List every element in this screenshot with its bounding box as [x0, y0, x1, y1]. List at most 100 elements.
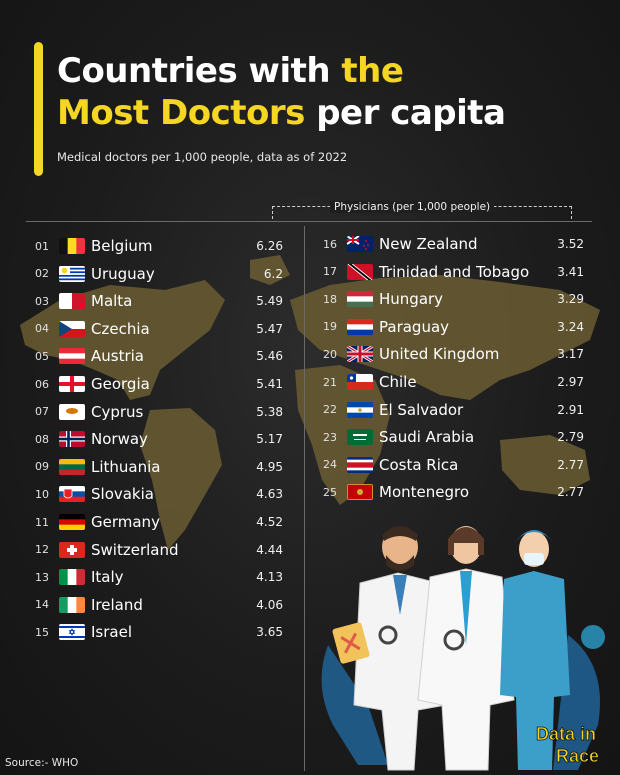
- rank-number: 20: [323, 347, 337, 361]
- country-name: Costa Rica: [379, 455, 459, 474]
- physicians-value: 3.29: [557, 292, 584, 307]
- physicians-value: 5.41: [256, 377, 283, 391]
- table-row: 14 Ireland: [35, 594, 143, 616]
- country-name: Ireland: [91, 595, 143, 614]
- source-note: Source:- WHO: [5, 757, 79, 769]
- page-title: Countries with the Most Doctors per capi…: [57, 51, 506, 133]
- country-name: Belgium: [91, 237, 153, 255]
- israel-flag-icon: [59, 624, 85, 641]
- column-label: Physicians (per 1,000 people): [330, 201, 495, 213]
- table-row: 09 Lithuania: [35, 456, 160, 478]
- country-name: United Kingdom: [379, 345, 500, 364]
- rank-number: 10: [35, 487, 49, 501]
- physicians-value: 6.2: [263, 266, 283, 281]
- physicians-value: 3.41: [557, 264, 584, 279]
- rank-number: 18: [323, 292, 337, 306]
- country-name: Germany: [91, 513, 160, 531]
- country-name: Cyprus: [91, 402, 144, 421]
- austria-flag-icon: [59, 348, 85, 365]
- physicians-value: 5.38: [256, 404, 283, 419]
- table-row: 19 Paraguay: [323, 316, 449, 338]
- title-accent-bar: [34, 42, 43, 176]
- country-name: Saudi Arabia: [379, 428, 475, 447]
- physicians-value: 2.77: [557, 457, 584, 472]
- montenegro-flag-icon: [347, 484, 373, 501]
- norway-flag-icon: [59, 431, 85, 448]
- svg-text:Data in: Data in: [536, 724, 596, 744]
- belgium-flag-icon: [59, 238, 85, 254]
- doctors-illustration: [321, 526, 605, 771]
- table-row: 04 Czechia: [35, 318, 150, 340]
- rank-number: 14: [35, 598, 49, 612]
- italy-flag-icon: [59, 569, 85, 586]
- physicians-value: 5.17: [256, 432, 283, 447]
- czechia-flag-icon: [59, 320, 85, 337]
- chile-flag-icon: [347, 374, 373, 390]
- table-row: 17 Trinidad and Tobago: [323, 261, 529, 283]
- rank-number: 01: [35, 239, 49, 253]
- uruguay-flag-icon: [59, 265, 85, 282]
- country-name: Trinidad and Tobago: [379, 262, 530, 281]
- rank-number: 17: [323, 265, 337, 279]
- country-name: Czechia: [91, 319, 150, 338]
- rank-number: 02: [35, 267, 49, 281]
- rank-number: 11: [35, 515, 49, 529]
- rank-number: 03: [35, 294, 49, 308]
- table-row: 15 Israel: [35, 621, 132, 643]
- physicians-value: 4.63: [256, 487, 283, 502]
- table-row: 02 Uruguay: [35, 263, 155, 285]
- physicians-value: 4.44: [256, 542, 283, 557]
- physicians-value: 6.26: [256, 239, 283, 253]
- country-name: Chile: [379, 373, 417, 391]
- lithuania-flag-icon: [59, 458, 85, 475]
- table-row: 13 Italy: [35, 566, 124, 588]
- table-row: 22 El Salvador: [323, 399, 463, 421]
- physicians-value: 2.91: [557, 402, 584, 417]
- rank-number: 09: [35, 460, 49, 474]
- country-name: Israel: [91, 623, 132, 642]
- table-row: 16 New Zealand: [323, 233, 478, 255]
- country-name: Georgia: [91, 375, 150, 393]
- rank-number: 12: [35, 543, 49, 557]
- rank-number: 13: [35, 570, 49, 584]
- table-row: 11 Germany: [35, 511, 160, 533]
- physicians-value: 4.13: [256, 570, 283, 585]
- georgia-flag-icon: [59, 376, 85, 392]
- rank-number: 07: [35, 405, 49, 419]
- table-row: 24 Costa Rica: [323, 454, 458, 476]
- rank-number: 21: [323, 375, 337, 389]
- table-row: 23 Saudi Arabia: [323, 426, 474, 448]
- table-row: 01 Belgium: [35, 235, 153, 257]
- new-zealand-flag-icon: [347, 236, 373, 252]
- country-name: New Zealand: [379, 235, 478, 253]
- physicians-value: 4.06: [256, 597, 283, 612]
- trinidad-and-tobago-flag-icon: [347, 263, 373, 280]
- country-name: Norway: [91, 430, 148, 449]
- physicians-value: 3.24: [557, 319, 584, 334]
- rank-number: 08: [35, 432, 49, 446]
- country-name: El Salvador: [379, 400, 464, 419]
- country-name: Paraguay: [379, 317, 450, 336]
- data-in-race-logo: Data in Race: [536, 724, 600, 767]
- table-row: 18 Hungary: [323, 288, 443, 310]
- table-row: 25 Montenegro: [323, 481, 469, 503]
- physicians-value: 5.49: [256, 294, 283, 309]
- physicians-value: 3.52: [557, 237, 584, 251]
- paraguay-flag-icon: [347, 318, 373, 335]
- rank-number: 24: [323, 458, 337, 472]
- costa-rica-flag-icon: [347, 456, 373, 473]
- rank-number: 06: [35, 377, 49, 391]
- column-divider: [304, 226, 305, 771]
- germany-flag-icon: [59, 514, 85, 530]
- rank-number: 23: [323, 430, 337, 444]
- country-name: Hungary: [379, 290, 444, 309]
- table-row: 10 Slovakia: [35, 483, 154, 505]
- table-row: 03 Malta: [35, 290, 132, 312]
- table-row: 21 Chile: [323, 371, 417, 393]
- table-row: 12 Switzerland: [35, 539, 179, 561]
- rank-number: 25: [323, 485, 337, 499]
- page-subtitle: Medical doctors per 1,000 people, data a…: [57, 150, 348, 164]
- malta-flag-icon: [59, 293, 85, 310]
- ireland-flag-icon: [59, 596, 85, 613]
- slovakia-flag-icon: [59, 486, 85, 503]
